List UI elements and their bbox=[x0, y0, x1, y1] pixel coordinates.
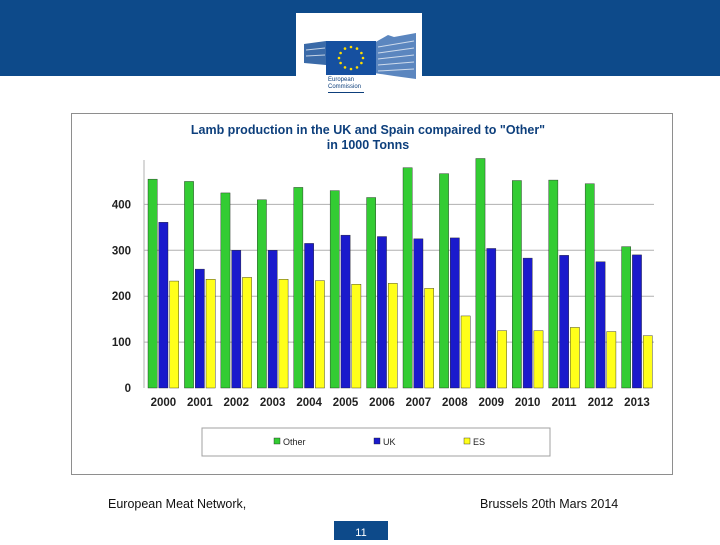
bar-other-2003 bbox=[257, 199, 267, 389]
x-tick-label: 2003 bbox=[260, 397, 286, 409]
x-tick-label: 2011 bbox=[552, 397, 578, 409]
logo-underline bbox=[328, 92, 364, 93]
european-commission-logo: European Commission bbox=[296, 13, 422, 99]
bar-other-2009 bbox=[475, 158, 486, 389]
bar-uk-2002 bbox=[231, 250, 242, 389]
legend-swatch-es bbox=[463, 437, 471, 445]
legend-label-es: ES bbox=[473, 437, 485, 447]
y-tick-label: 100 bbox=[112, 337, 131, 349]
chart-frame: Lamb production in the UK and Spain comp… bbox=[71, 113, 673, 475]
bar-other-2006 bbox=[366, 197, 376, 389]
bar-uk-2000 bbox=[158, 222, 169, 389]
x-tick-label: 2004 bbox=[296, 397, 322, 409]
bar-other-2013 bbox=[621, 246, 631, 389]
bar-other-2004 bbox=[293, 187, 304, 389]
logo-text-line2: Commission bbox=[328, 84, 362, 90]
bar-other-2008 bbox=[439, 173, 449, 389]
bar-es-2007 bbox=[424, 288, 435, 389]
y-tick-label: 200 bbox=[112, 291, 131, 303]
bar-other-2002 bbox=[220, 192, 231, 389]
bar-other-2001 bbox=[184, 181, 194, 389]
bar-other-2010 bbox=[512, 180, 522, 389]
x-tick-label: 2009 bbox=[478, 397, 504, 409]
bar-es-2005 bbox=[351, 284, 362, 389]
logo-text-line1: European bbox=[328, 77, 355, 83]
chart-title-line2: in 1000 Tonns bbox=[327, 138, 409, 152]
bar-es-2009 bbox=[497, 330, 507, 389]
bar-uk-2005 bbox=[340, 234, 351, 389]
x-tick-label: 2000 bbox=[151, 397, 177, 409]
bar-es-2004 bbox=[315, 280, 325, 389]
page-number: 11 bbox=[334, 521, 388, 540]
bar-uk-2003 bbox=[267, 250, 278, 389]
bar-uk-2009 bbox=[486, 248, 497, 389]
bar-es-2001 bbox=[205, 279, 216, 389]
legend-swatch-uk bbox=[373, 437, 381, 445]
x-tick-label: 2008 bbox=[442, 397, 468, 409]
bar-es-2000 bbox=[169, 280, 179, 389]
bar-es-2010 bbox=[533, 330, 544, 389]
bar-es-2013 bbox=[642, 335, 653, 389]
bar-uk-2012 bbox=[595, 261, 606, 389]
bar-other-2007 bbox=[402, 167, 413, 389]
bar-uk-2007 bbox=[413, 238, 424, 389]
chart-title-line1: Lamb production in the UK and Spain comp… bbox=[191, 123, 545, 137]
x-tick-label: 2010 bbox=[515, 397, 541, 409]
legend-label-other: Other bbox=[283, 437, 306, 447]
bar-uk-2004 bbox=[304, 243, 314, 389]
x-tick-label: 2012 bbox=[588, 397, 614, 409]
bar-es-2012 bbox=[606, 331, 617, 389]
footer-organisation: European Meat Network, bbox=[108, 497, 247, 511]
commission-building-icon bbox=[304, 33, 416, 79]
legend-label-uk: UK bbox=[383, 437, 396, 447]
bar-uk-2011 bbox=[559, 255, 569, 389]
y-tick-label: 300 bbox=[112, 245, 131, 257]
bar-uk-2010 bbox=[522, 257, 533, 389]
bar-es-2008 bbox=[460, 315, 471, 389]
lamb-production-chart: Lamb production in the UK and Spain comp… bbox=[112, 123, 654, 457]
y-tick-label: 0 bbox=[125, 383, 131, 395]
bar-other-2000 bbox=[147, 178, 158, 389]
y-tick-label: 400 bbox=[112, 199, 131, 211]
eu-stars-icon bbox=[337, 45, 365, 71]
bar-uk-2001 bbox=[195, 268, 205, 389]
x-tick-label: 2005 bbox=[333, 397, 359, 409]
bar-other-2012 bbox=[584, 183, 595, 389]
legend-swatch-other bbox=[273, 437, 281, 445]
x-tick-label: 2013 bbox=[624, 397, 650, 409]
bar-es-2003 bbox=[278, 279, 289, 389]
bar-other-2005 bbox=[329, 190, 340, 389]
bar-other-2011 bbox=[548, 179, 559, 389]
bar-uk-2013 bbox=[632, 254, 642, 389]
x-tick-label: 2001 bbox=[187, 397, 213, 409]
x-tick-label: 2006 bbox=[369, 397, 395, 409]
bar-es-2006 bbox=[387, 283, 398, 389]
bar-es-2011 bbox=[570, 327, 580, 389]
footer-location-date: Brussels 20th Mars 2014 bbox=[480, 497, 619, 511]
x-tick-label: 2002 bbox=[223, 397, 249, 409]
x-tick-label: 2007 bbox=[406, 397, 432, 409]
bar-uk-2008 bbox=[450, 237, 460, 389]
bar-uk-2006 bbox=[377, 236, 387, 389]
bar-es-2002 bbox=[242, 277, 252, 389]
